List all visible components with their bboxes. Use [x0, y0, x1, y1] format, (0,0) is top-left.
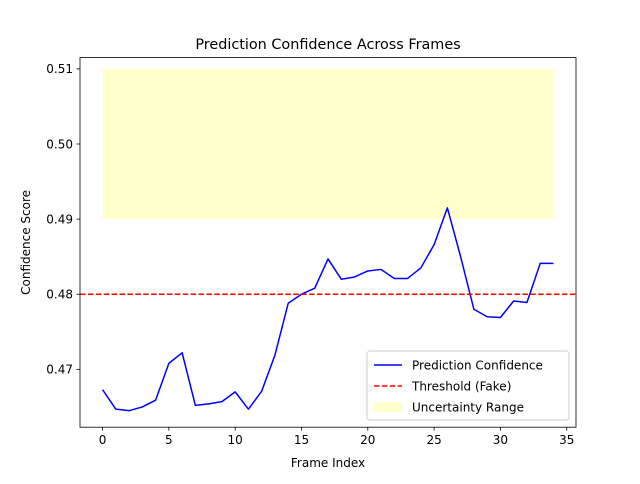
- y-tick-label: 0.48: [46, 288, 73, 302]
- y-tick-label: 0.51: [46, 62, 73, 76]
- x-tick-label: 25: [426, 433, 441, 447]
- y-axis-label: Confidence Score: [19, 190, 33, 295]
- x-axis-label: Frame Index: [291, 456, 365, 470]
- legend: Prediction Confidence Threshold (Fake) U…: [367, 351, 569, 420]
- x-tick-label: 10: [228, 433, 243, 447]
- x-tick-label: 35: [559, 433, 574, 447]
- legend-label-uncertainty: Uncertainty Range: [412, 401, 524, 415]
- legend-band-swatch: [374, 402, 402, 412]
- legend-label-threshold: Threshold (Fake): [411, 380, 511, 394]
- x-tick-label: 30: [493, 433, 508, 447]
- y-tick-label: 0.47: [46, 363, 73, 377]
- x-tick-label: 20: [360, 433, 375, 447]
- y-tick-label: 0.49: [46, 212, 73, 226]
- y-tick-label: 0.50: [46, 137, 73, 151]
- x-tick-label: 5: [165, 433, 173, 447]
- x-tick-label: 15: [294, 433, 309, 447]
- x-tick-label: 0: [99, 433, 107, 447]
- chart-title: Prediction Confidence Across Frames: [195, 37, 460, 53]
- uncertainty-band: [103, 69, 554, 219]
- legend-label-confidence: Prediction Confidence: [412, 359, 543, 373]
